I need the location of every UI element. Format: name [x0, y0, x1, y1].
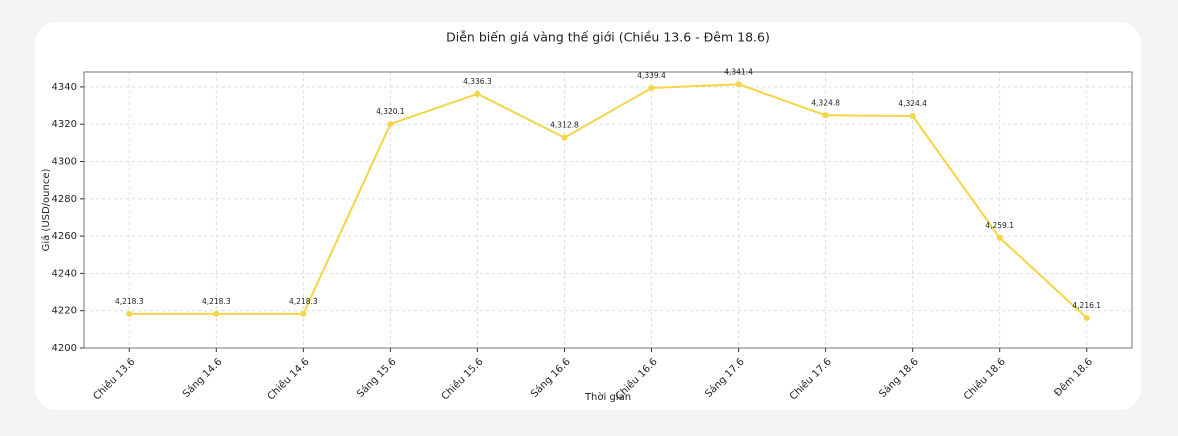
data-label: 4,320.1: [376, 107, 405, 116]
x-tick-label: Đêm 18.6: [1052, 356, 1095, 399]
y-tick-label: 4220: [52, 306, 77, 317]
chart-title: Diễn biến giá vàng thế giới (Chiều 13.6 …: [446, 30, 770, 45]
y-tick-label: 4300: [52, 157, 77, 168]
data-label: 4,218.3: [202, 297, 231, 306]
x-tick-label: Chiều 16.6: [613, 356, 660, 403]
data-label: 4,259.1: [985, 221, 1014, 230]
y-tick-label: 4340: [52, 82, 77, 93]
point: [387, 121, 394, 128]
x-tick-label: Sáng 17.6: [703, 356, 747, 400]
data-label: 4,339.4: [637, 71, 666, 80]
point: [300, 310, 307, 317]
data-label: 4,218.3: [289, 297, 318, 306]
x-tick-label: Chiều 13.6: [91, 356, 138, 403]
point: [126, 310, 133, 317]
x-tick-label: Chiều 14.6: [265, 356, 312, 403]
plot-frame: [83, 71, 1133, 349]
y-tick-label: 4200: [52, 343, 77, 354]
x-tick-label: Sáng 14.6: [180, 356, 224, 400]
point: [1083, 314, 1090, 321]
y-tick-label: 4240: [52, 268, 77, 279]
point: [474, 90, 481, 97]
x-axis-label: Thời gian: [584, 391, 631, 403]
point: [996, 234, 1003, 241]
x-tick-label: Chiều 18.6: [961, 356, 1008, 403]
data-label: 4,341.4: [724, 67, 753, 76]
x-tick-label: Chiều 17.6: [787, 356, 834, 403]
point: [735, 81, 742, 88]
point: [648, 85, 655, 92]
data-label: 4,336.3: [463, 77, 492, 86]
x-tick-label: Sáng 18.6: [877, 356, 921, 400]
point: [561, 134, 568, 141]
data-label: 4,312.8: [550, 121, 579, 130]
x-tick-label: Chiều 15.6: [439, 356, 486, 403]
x-tick-label: Sáng 15.6: [354, 356, 398, 400]
point: [213, 310, 220, 317]
data-label: 4,218.3: [115, 297, 144, 306]
data-label: 4,324.4: [898, 99, 927, 108]
line: [129, 83, 1088, 319]
data-label: 4,324.8: [811, 98, 840, 107]
point: [909, 113, 916, 120]
y-tick-label: 4320: [52, 119, 77, 130]
point: [822, 112, 829, 119]
y-tick-label: 4280: [52, 194, 77, 205]
x-tick-label: Sáng 16.6: [528, 356, 572, 400]
data-label: 4,216.1: [1072, 301, 1101, 310]
y-tick-label: 4260: [52, 231, 77, 242]
y-axis-label: Giá (USD/ounce): [40, 168, 52, 251]
